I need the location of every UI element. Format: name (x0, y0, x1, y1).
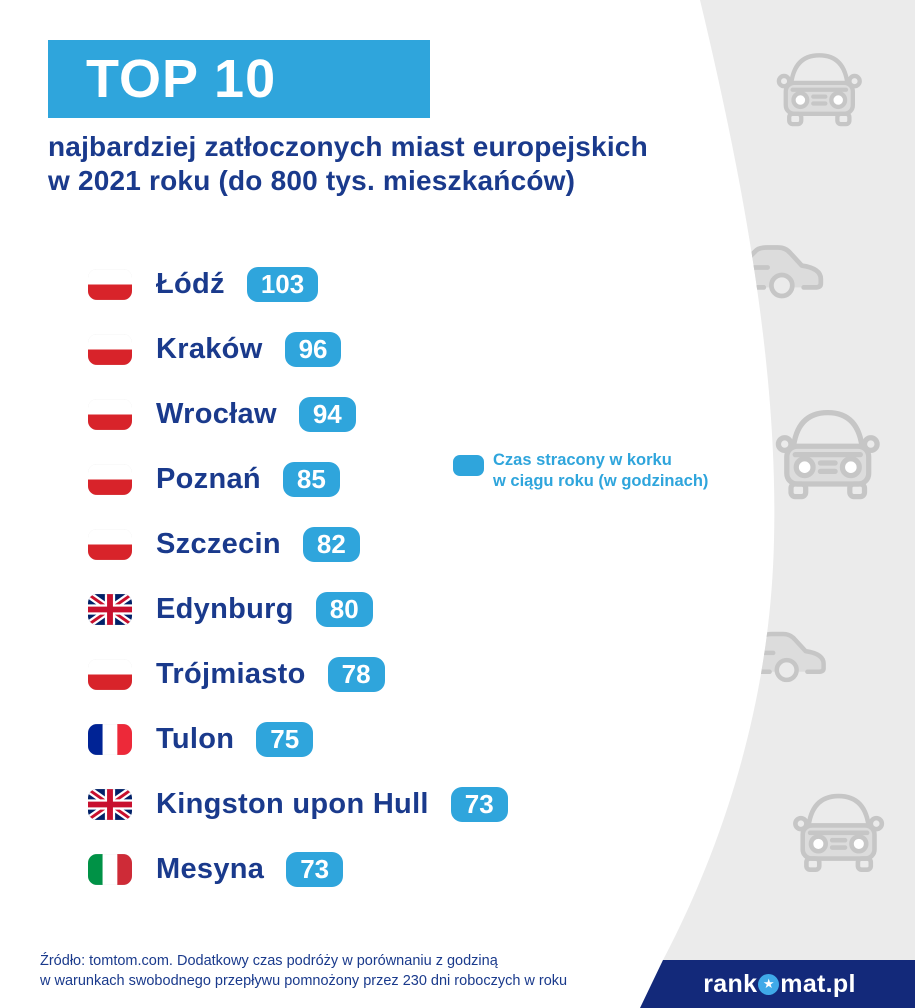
flag-gb-icon (88, 594, 132, 625)
rankomat-logo: rank ★ mat.pl (689, 970, 855, 999)
value-badge: 80 (315, 592, 373, 627)
source-line-1: Źródło: tomtom.com. Dodatkowy czas podró… (40, 953, 498, 969)
list-item: Kingston upon Hull 73 (88, 772, 508, 837)
city-name: Poznań (156, 463, 261, 495)
city-name: Wrocław (156, 398, 277, 430)
car-front-icon (775, 409, 880, 500)
list-item: Tulon 75 (88, 707, 508, 772)
value-badge: 73 (450, 787, 508, 822)
legend-line-2: w ciągu roku (w godzinach) (493, 472, 709, 490)
city-name: Mesyna (156, 853, 265, 885)
subtitle-line-2: w 2021 roku (do 800 tys. mieszkańców) (48, 165, 576, 196)
list-item: Trójmiasto 78 (88, 642, 508, 707)
value-badge: 103 (246, 267, 319, 302)
flag-fr-icon (88, 724, 132, 755)
city-name: Kingston upon Hull (156, 788, 429, 820)
flag-pl-icon (88, 334, 132, 365)
page-title: najbardziej zatłoczonych miast europejsk… (48, 130, 648, 198)
list-item: Mesyna 73 (88, 837, 508, 902)
car-front-icon (793, 793, 885, 872)
list-item: Poznań 85 (88, 447, 508, 512)
city-name: Tulon (156, 723, 235, 755)
brand-band: rank ★ mat.pl (640, 960, 915, 1008)
value-badge: 73 (286, 852, 344, 887)
subtitle-line-1: najbardziej zatłoczonych miast europejsk… (48, 131, 648, 162)
top10-banner: TOP 10 (48, 40, 430, 118)
flag-pl-icon (88, 659, 132, 690)
value-badge: 78 (327, 657, 385, 692)
city-list: Łódź 103 Kraków 96 Wrocław 94 Poznań 85 Szczecin… (88, 252, 508, 902)
value-badge: 75 (256, 722, 314, 757)
flag-pl-icon (88, 464, 132, 495)
logo-prefix: rank (703, 969, 758, 998)
list-item: Szczecin 82 (88, 512, 508, 577)
legend-label: Czas stracony w korku w ciągu roku (w god… (493, 450, 708, 492)
value-badge: 82 (302, 527, 360, 562)
legend-line-1: Czas stracony w korku (493, 451, 672, 469)
list-item: Edynburg 80 (88, 577, 508, 642)
value-badge: 85 (282, 462, 340, 497)
city-name: Łódź (156, 268, 225, 300)
flag-pl-icon (88, 529, 132, 560)
city-name: Edynburg (156, 593, 294, 625)
source-line-2: w warunkach swobodnego przepływu pomnożo… (40, 973, 568, 989)
city-name: Kraków (156, 333, 263, 365)
legend: Czas stracony w korku w ciągu roku (w god… (453, 450, 708, 492)
list-item: Łódź 103 (88, 252, 508, 317)
flag-it-icon (88, 854, 132, 885)
logo-suffix: mat.pl (780, 969, 856, 998)
source-note: Źródło: tomtom.com. Dodatkowy czas podró… (40, 951, 567, 991)
list-item: Kraków 96 (88, 317, 508, 382)
car-front-icon (776, 53, 862, 127)
flag-pl-icon (88, 399, 132, 430)
legend-swatch-icon (453, 455, 484, 476)
flag-pl-icon (88, 269, 132, 300)
banner-text: TOP 10 (86, 49, 277, 109)
list-item: Wrocław 94 (88, 382, 508, 447)
city-name: Szczecin (156, 528, 281, 560)
value-badge: 94 (298, 397, 356, 432)
city-name: Trójmiasto (156, 658, 306, 690)
flag-gb-icon (88, 789, 132, 820)
star-icon: ★ (758, 973, 780, 995)
value-badge: 96 (284, 332, 342, 367)
